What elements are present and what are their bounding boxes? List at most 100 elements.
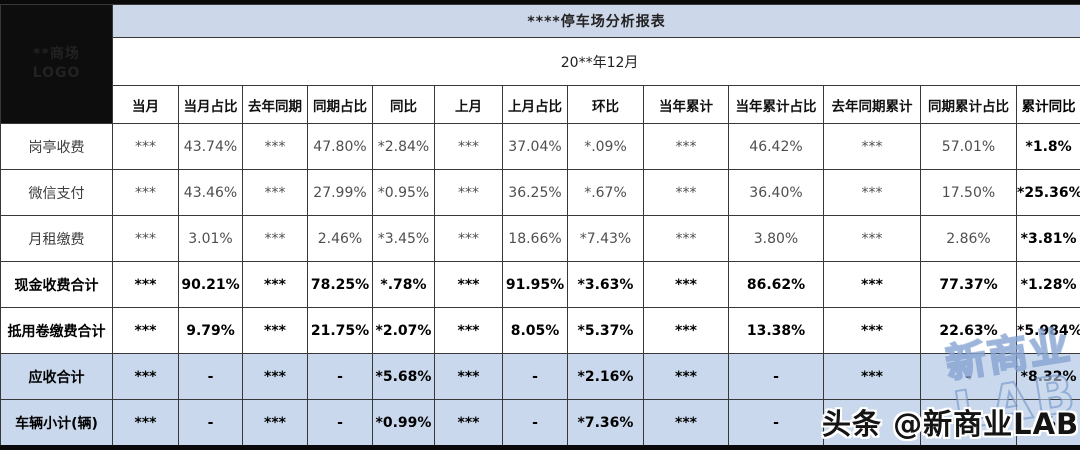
table-cell: ***	[823, 261, 921, 308]
table-cell: *5.68%	[372, 353, 435, 400]
table-cell: 21.75%	[307, 307, 373, 354]
table-cell: ***	[643, 307, 729, 354]
column-header: 当年累计占比	[728, 85, 824, 124]
table-cell: *2.16%	[567, 353, 644, 400]
row-label: 微信支付	[0, 169, 113, 216]
table-cell: 91.95%	[502, 261, 568, 308]
column-header: 去年同期	[242, 85, 308, 124]
table-cell: 43.74%	[178, 123, 243, 170]
table-cell: ***	[434, 215, 503, 262]
column-header: 上月	[434, 85, 503, 124]
table-cell: -	[920, 353, 1017, 400]
table-cell: ***	[112, 123, 179, 170]
table-cell: ***	[434, 399, 503, 446]
column-header: 同比	[372, 85, 435, 124]
table-cell: 3.80%	[728, 215, 824, 262]
column-header: 同期占比	[307, 85, 373, 124]
table-cell: 9.79%	[178, 307, 243, 354]
column-header: 环比	[567, 85, 644, 124]
table-cell: ***	[242, 307, 308, 354]
table-cell: ***	[242, 261, 308, 308]
table-cell: ***	[434, 261, 503, 308]
table-cell: ***	[242, 123, 308, 170]
column-header: 当月占比	[178, 85, 243, 124]
row-label: 抵用卷缴费合计	[0, 307, 113, 354]
table-cell: *3.81%	[1015, 215, 1080, 262]
table-cell: ***	[643, 261, 729, 308]
table-cell: ***	[434, 353, 503, 400]
table-cell: -	[728, 353, 824, 400]
table-cell: 3.01%	[178, 215, 243, 262]
table-row: 车辆小计(辆) *** - *** - *0.99% *** - *7.36% …	[0, 399, 1080, 446]
table-row: 微信支付 *** 43.46% *** 27.99% *0.95% *** 36…	[0, 169, 1080, 216]
header-row: 当月 当月占比 去年同期 同期占比 同比 上月 上月占比 环比 当年累计 当年累…	[1, 85, 1080, 124]
column-header: 上月占比	[502, 85, 568, 124]
table-cell: ***	[643, 353, 729, 400]
table-cell: *25.36%	[1015, 169, 1080, 216]
table-cell: ***	[112, 215, 179, 262]
table-cell: ***	[643, 215, 729, 262]
table-cell: ***	[242, 169, 308, 216]
table-cell: ***	[434, 123, 503, 170]
mall-logo-line2: LOGO	[32, 65, 81, 81]
table-cell: ***	[823, 123, 921, 170]
table-cell: %	[1015, 399, 1080, 446]
bottom-black-bar	[0, 445, 1080, 450]
table-cell: 57.01%	[920, 123, 1017, 170]
table-cell: 27.99%	[307, 169, 373, 216]
table-cell: ***	[112, 399, 179, 446]
table-cell: *2.84%	[372, 123, 435, 170]
column-header: 当年累计	[643, 85, 729, 124]
table-cell: -	[178, 399, 243, 446]
analysis-table: **商场 LOGO ****停车场分析报表 20**年12月 当月 当月占比 去…	[0, 4, 1080, 446]
row-label: 应收合计	[0, 353, 113, 400]
table-cell: *0.99%	[372, 399, 435, 446]
table-cell: -	[178, 353, 243, 400]
table-cell: ***	[823, 307, 921, 354]
table-cell: 36.25%	[502, 169, 568, 216]
table-cell: -	[307, 399, 373, 446]
table-cell	[920, 399, 1017, 446]
table-row: 月租缴费 *** 3.01% *** 2.46% *3.45% *** 18.6…	[0, 215, 1080, 262]
table-cell: 8.05%	[502, 307, 568, 354]
table-cell: ***	[242, 399, 308, 446]
table-cell: ***	[823, 169, 921, 216]
report-title: ****停车场分析报表	[111, 4, 1080, 38]
table-row: 现金收费合计 *** 90.21% *** 78.25% *.78% *** 9…	[0, 261, 1080, 308]
table-cell: ***	[823, 215, 921, 262]
table-cell: *1.8%	[1015, 123, 1080, 170]
table-cell: *8.32%	[1015, 353, 1080, 400]
table-cell: -	[307, 353, 373, 400]
table-cell: 2.46%	[307, 215, 373, 262]
table-cell: 36.40%	[728, 169, 824, 216]
table-cell: ***	[434, 307, 503, 354]
table-cell: ***	[112, 169, 179, 216]
table-cell: ***	[643, 123, 729, 170]
table-cell: -	[502, 399, 568, 446]
row-label: 车辆小计(辆)	[0, 399, 113, 446]
table-cell: 90.21%	[178, 261, 243, 308]
table-cell: 78.25%	[307, 261, 373, 308]
table-cell: ***	[242, 215, 308, 262]
table-row: 岗亭收费 *** 43.74% *** 47.80% *2.84% *** 37…	[0, 123, 1080, 170]
table-cell: 43.46%	[178, 169, 243, 216]
table-cell: *2.07%	[372, 307, 435, 354]
table-cell: 77.37%	[920, 261, 1017, 308]
table-cell: *7.43%	[567, 215, 644, 262]
table-cell: 2.86%	[920, 215, 1017, 262]
report-period: 20**年12月	[111, 37, 1080, 86]
table-cell: 37.04%	[502, 123, 568, 170]
table-cell: ***	[112, 307, 179, 354]
table-cell: *5.984%	[1015, 307, 1080, 354]
row-label: 月租缴费	[0, 215, 113, 262]
table-cell: 46.42%	[728, 123, 824, 170]
table-cell: *3.45%	[372, 215, 435, 262]
table-cell: 17.50%	[920, 169, 1017, 216]
table-cell: *3.63%	[567, 261, 644, 308]
table-cell: 13.38%	[728, 307, 824, 354]
table-cell: ***	[643, 399, 729, 446]
table-cell: *.78%	[372, 261, 435, 308]
table-cell: -	[502, 353, 568, 400]
column-header: 同期累计占比	[920, 85, 1017, 124]
